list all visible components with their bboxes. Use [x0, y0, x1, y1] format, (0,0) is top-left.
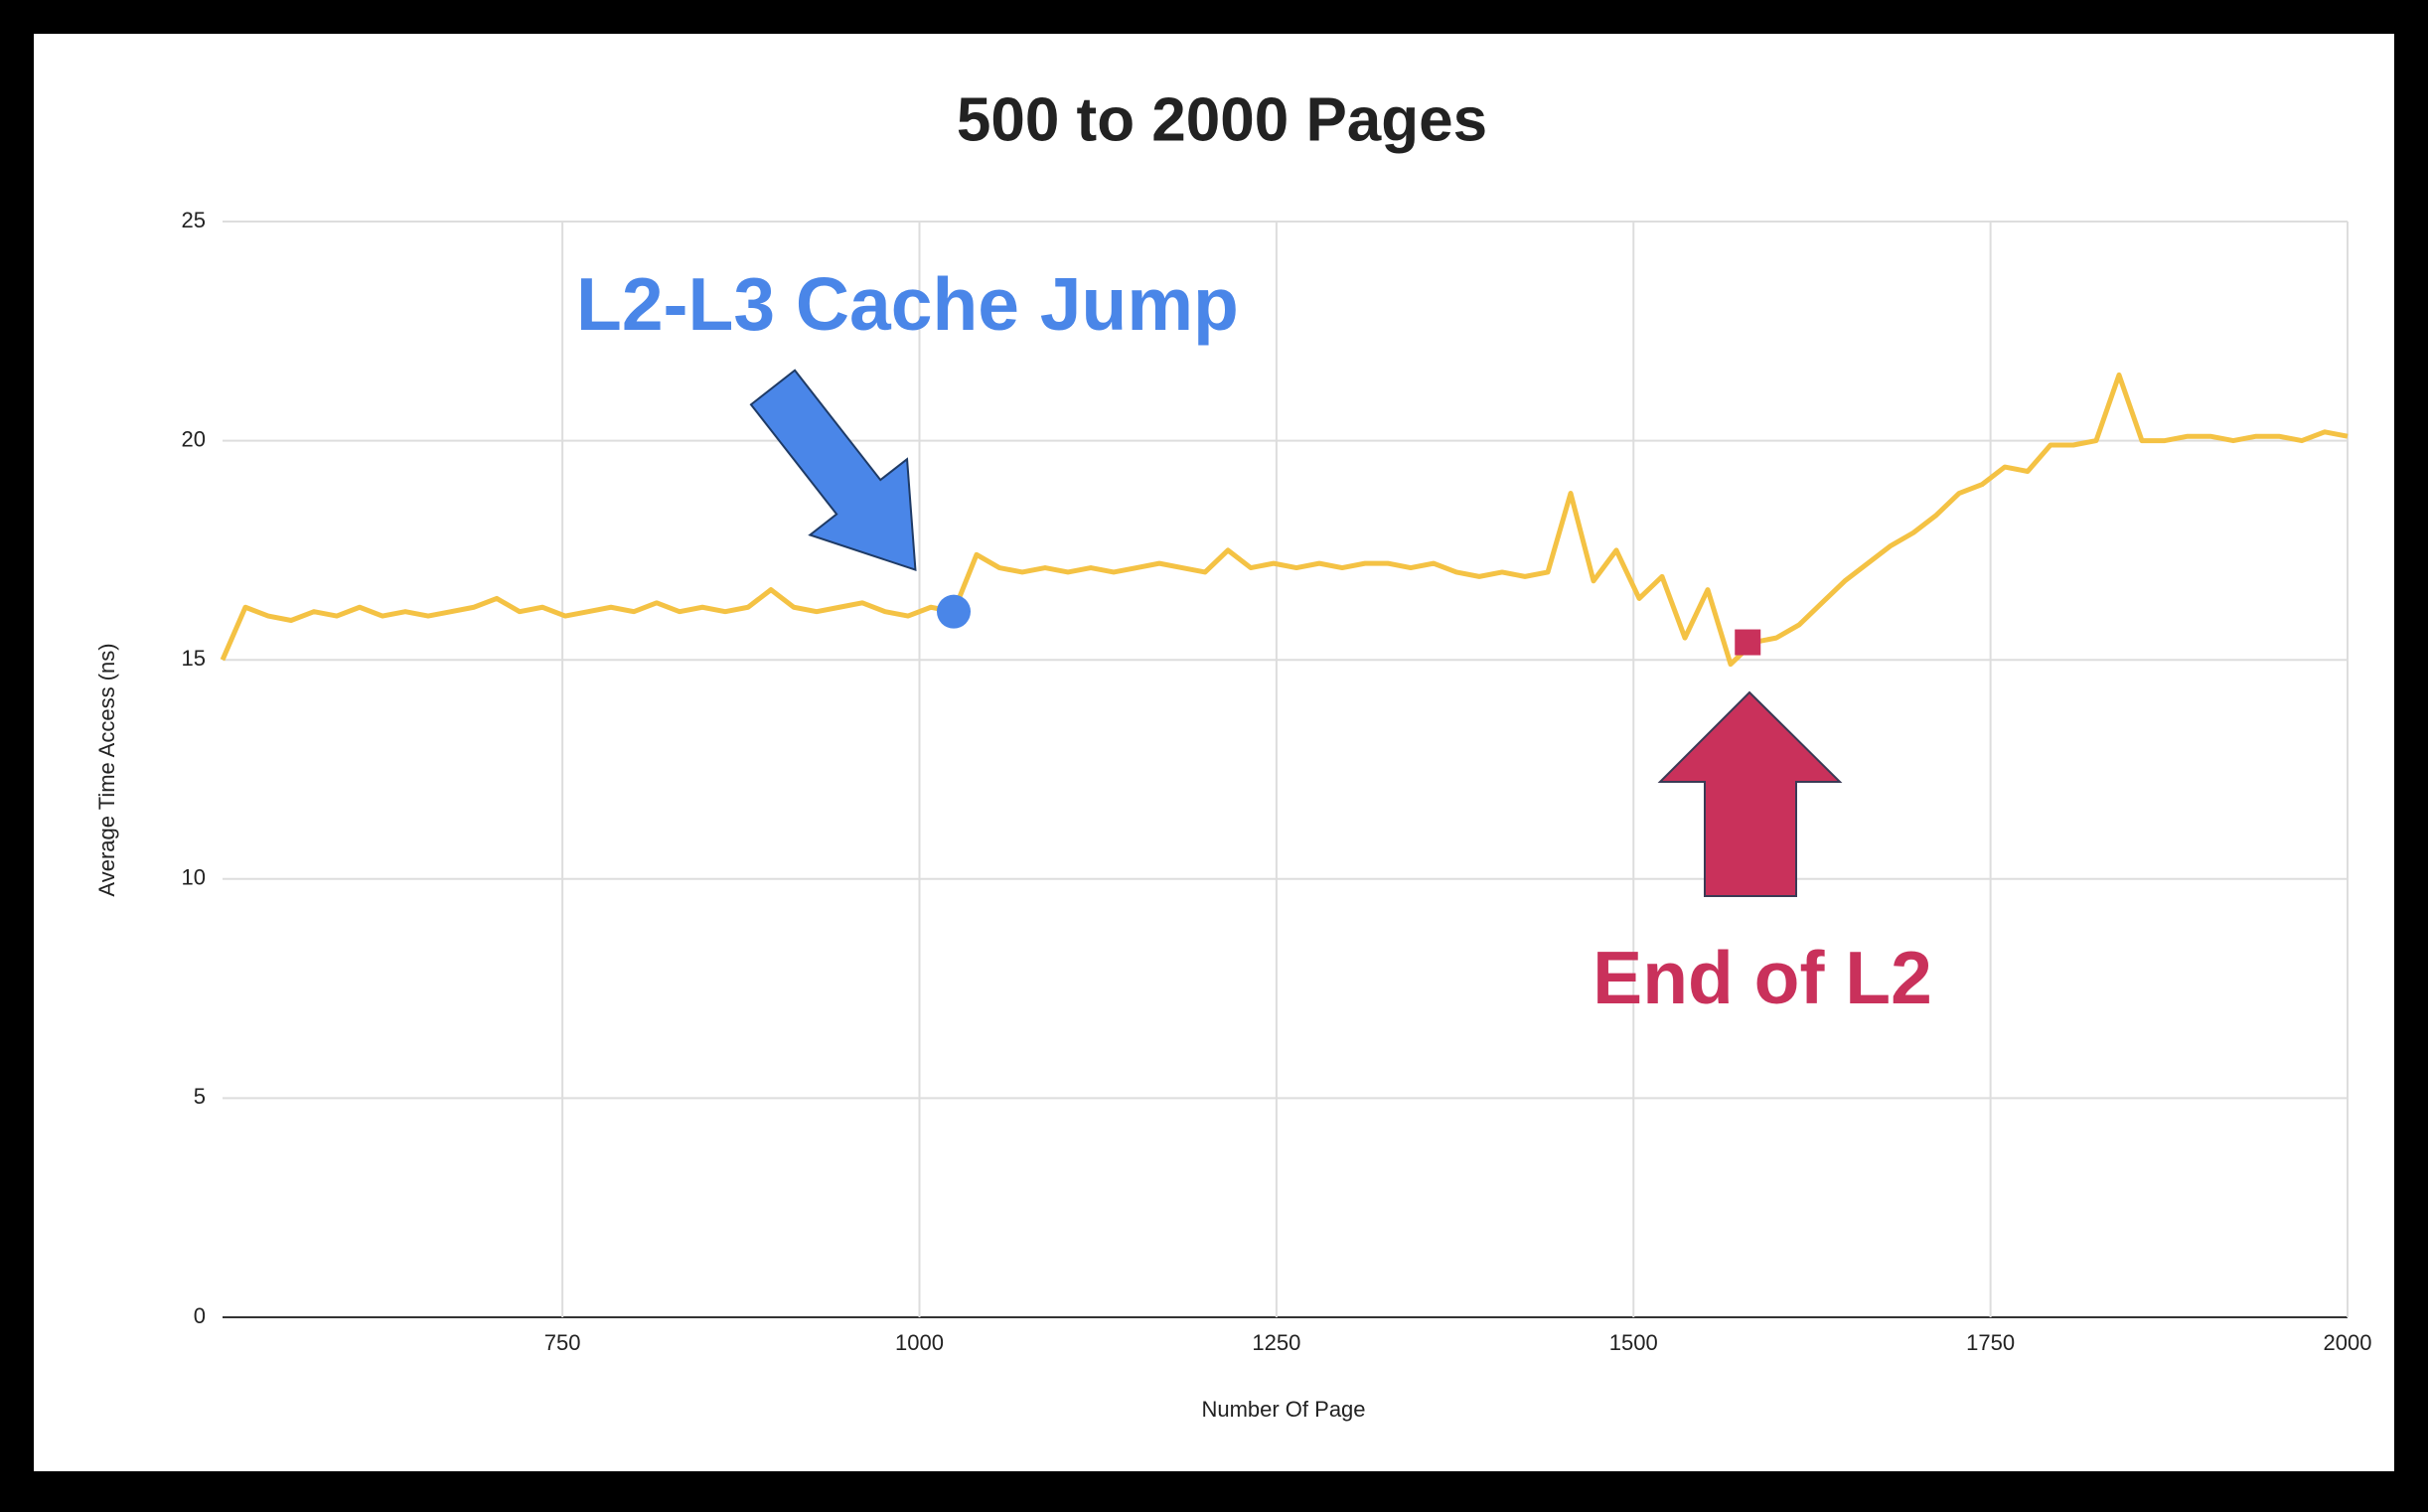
x-tick-label: 2000 — [2324, 1330, 2372, 1355]
arrow-blue — [749, 369, 917, 572]
chart-title: 500 to 2000 Pages — [957, 85, 1487, 154]
x-tick-label: 1500 — [1609, 1330, 1658, 1355]
y-tick-label: 5 — [194, 1084, 206, 1109]
y-tick-label: 10 — [182, 865, 206, 890]
x-tick-label: 1250 — [1252, 1330, 1300, 1355]
y-tick-label: 25 — [182, 208, 206, 232]
chart-background — [34, 34, 2394, 1471]
annotation-marker — [1735, 629, 1761, 656]
y-axis-title: Average Time Access (ns) — [94, 643, 119, 896]
annotation-text: End of L2 — [1593, 936, 1932, 1019]
annotation-text: L2-L3 Cache Jump — [576, 262, 1239, 346]
x-tick-label: 1750 — [1966, 1330, 2015, 1355]
y-tick-label: 15 — [182, 646, 206, 671]
annotation-marker — [937, 594, 971, 629]
x-tick-label: 750 — [544, 1330, 581, 1355]
x-axis-title: Number Of Page — [1201, 1397, 1365, 1422]
y-tick-label: 0 — [194, 1303, 206, 1328]
data-line — [220, 372, 2349, 668]
arrow-red — [1657, 690, 1843, 897]
y-tick-label: 20 — [182, 426, 206, 451]
grid — [223, 221, 2349, 1318]
x-tick-label: 1000 — [895, 1330, 944, 1355]
